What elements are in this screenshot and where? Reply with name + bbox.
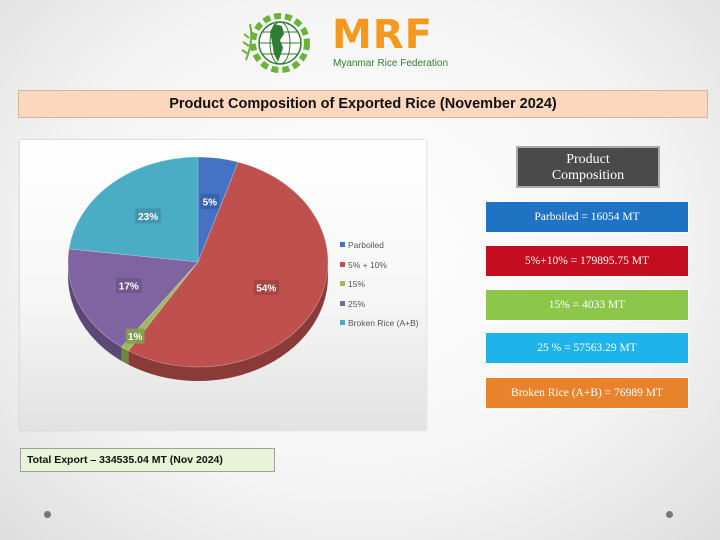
product-composition-heading: Product Composition	[516, 146, 660, 188]
pie-slice-parboiled	[197, 156, 239, 263]
legend-item-5-10: 5% + 10%	[340, 258, 424, 278]
legend-label: 15%	[348, 279, 366, 289]
svg-text:23%: 23%	[138, 212, 158, 223]
legend-label: 5% + 10%	[348, 259, 387, 270]
logo-title: MRF	[332, 12, 433, 58]
legend-swatch	[340, 261, 345, 267]
legend-swatch	[340, 281, 345, 286]
globe-gear-icon	[241, 13, 310, 73]
pie-slice-broken-rice-a-b	[68, 156, 199, 263]
svg-text:1%: 1%	[128, 332, 143, 343]
next-dot-icon[interactable]	[666, 511, 673, 518]
legend-item-25: 25%	[340, 297, 424, 317]
pie-slice-5-10	[127, 161, 329, 368]
twentyfive-total-box: 25 % = 57563.29 MT	[486, 333, 688, 363]
svg-text:17%: 17%	[119, 282, 139, 293]
pie-chart-panel: 5% 54% 1% 17% 23% Parboiled 5% + 10% 15% 25% Bro…	[20, 140, 426, 430]
prev-dot-icon[interactable]	[44, 511, 51, 518]
pie-side-25	[68, 262, 122, 361]
legend-swatch	[340, 300, 345, 306]
data-label-15: 1%	[125, 328, 145, 344]
legend-item-broken-rice-a-b: Broken Rice (A+B)	[340, 316, 424, 336]
svg-text:5%: 5%	[203, 197, 218, 208]
svg-text:54%: 54%	[256, 283, 276, 294]
pie-side-15	[121, 346, 129, 365]
fifteen-total-box: 15% = 4033 MT	[486, 290, 688, 320]
legend-item-15: 15%	[340, 277, 424, 297]
mrf-logo: MRF Myanmar Rice Federation	[236, 10, 466, 76]
chart-legend: Parboiled 5% + 10% 15% 25% Broken Rice (A+B)	[340, 238, 424, 336]
legend-label: 25%	[348, 298, 366, 309]
legend-item-parboiled: Parboiled	[340, 238, 424, 258]
legend-label: Parboiled	[348, 240, 384, 250]
page-title: Product Composition of Exported Rice (No…	[18, 90, 708, 118]
legend-swatch	[340, 320, 345, 325]
heading-line-2: Composition	[551, 168, 625, 183]
data-label-parboiled: 5%	[200, 193, 220, 209]
data-label-25: 17%	[116, 278, 142, 294]
legend-label: Broken Rice (A+B)	[348, 318, 419, 328]
pie-slice-25	[67, 248, 199, 348]
heading-line-1: Product	[566, 152, 610, 167]
total-export-box: Total Export – 334535.04 MT (Nov 2024)	[20, 448, 275, 472]
data-label-broken-rice-a-b: 23%	[135, 208, 161, 224]
data-label-5-10: 54%	[253, 279, 279, 295]
five-ten-total-box: 5%+10% = 179895.75 MT	[486, 246, 688, 276]
pie-side-5-10	[128, 262, 328, 381]
logo-subtitle: Myanmar Rice Federation	[333, 58, 449, 69]
broken-rice-total-box: Broken Rice (A+B) = 76989 MT	[486, 378, 688, 408]
pie-slice-15	[121, 261, 199, 352]
pie-chart: 5% 54% 1% 17% 23%	[67, 156, 329, 381]
legend-swatch	[340, 242, 345, 247]
parboiled-total-box: Parboiled = 16054 MT	[486, 202, 688, 232]
